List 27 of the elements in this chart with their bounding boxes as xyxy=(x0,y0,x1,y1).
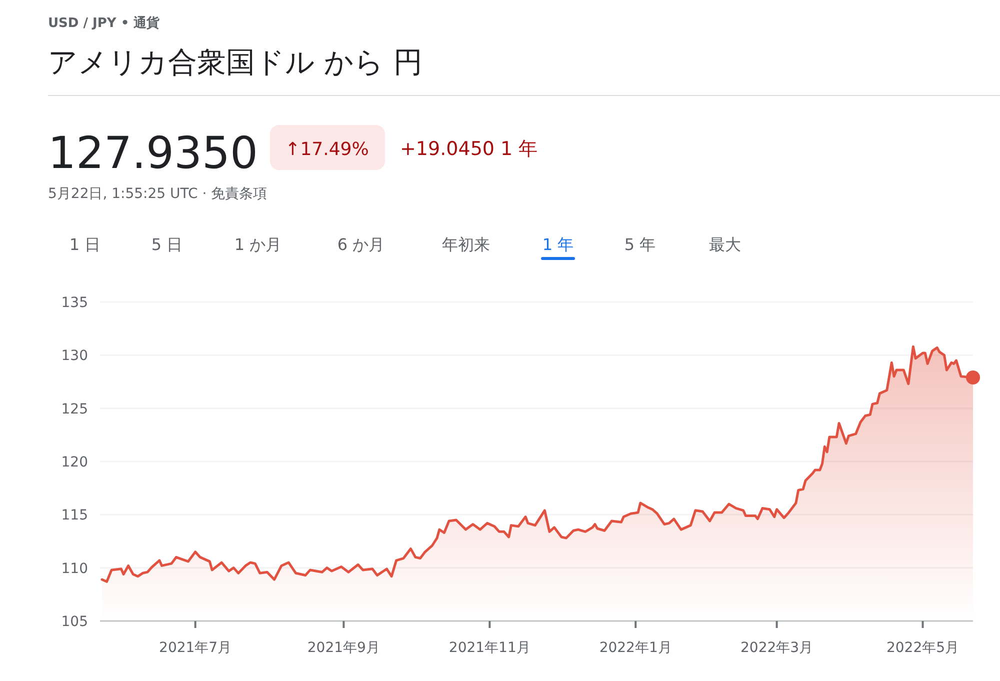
chart-subtitle: USD / JPY • 通貨 xyxy=(48,15,161,31)
chart-title: アメリカ合衆国ドル から 円 xyxy=(48,45,422,79)
y-tick-label: 135 xyxy=(61,295,88,311)
text: 5月22日, 1:55:25 UTC · 免責条項 xyxy=(48,186,268,202)
text: ↑17.49% xyxy=(285,139,369,160)
y-tick-label: 125 xyxy=(61,401,88,418)
y-tick-label: 110 xyxy=(61,560,88,577)
x-tick-label: 2022年1月 xyxy=(599,640,672,656)
text: 1 日 xyxy=(69,235,101,254)
text: 5 日 xyxy=(151,235,183,254)
text: 127.9350 xyxy=(48,128,258,179)
x-tick-label: 2022年5月 xyxy=(886,640,960,656)
text: 5 年 xyxy=(624,235,656,254)
text: 年初来 xyxy=(442,235,490,254)
x-tick-label: 2021年9月 xyxy=(307,640,380,656)
y-tick-label: 130 xyxy=(61,348,88,364)
text: 最大 xyxy=(709,235,741,254)
text: 1 か月 xyxy=(234,235,282,254)
text: 1 年 xyxy=(542,235,574,254)
text: +19.0450 1 年 xyxy=(400,138,538,160)
text: 6 か月 xyxy=(337,235,385,254)
x-tick-label: 2021年11月 xyxy=(448,640,530,656)
y-tick-label: 120 xyxy=(61,454,88,470)
y-tick-label: 105 xyxy=(61,614,88,630)
y-tick-label: 115 xyxy=(61,508,88,524)
x-tick-label: 2022年3月 xyxy=(740,640,814,656)
x-tick-label: 2021年7月 xyxy=(159,640,232,656)
